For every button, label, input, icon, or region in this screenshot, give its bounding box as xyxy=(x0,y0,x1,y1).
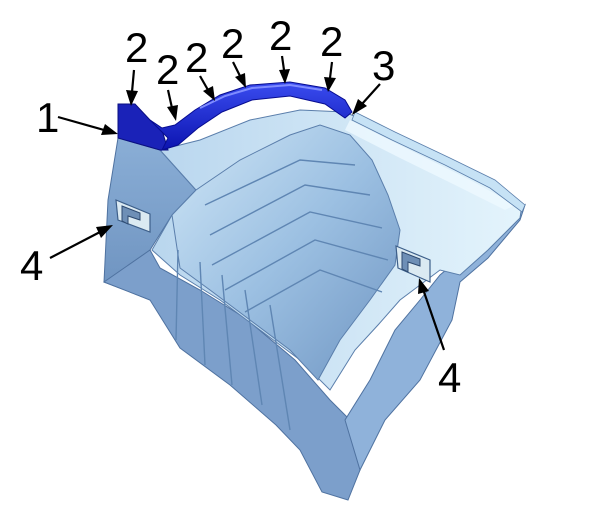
shield-highlight xyxy=(345,120,515,210)
callout-2-fifth: 2 xyxy=(269,12,292,59)
callout-4-right: 4 xyxy=(438,354,461,401)
arrowhead-2d xyxy=(235,73,246,88)
shield-tunnel xyxy=(171,124,401,381)
leader-lines xyxy=(49,55,446,351)
leader-4a xyxy=(49,231,101,259)
callout-2-third: 2 xyxy=(185,34,208,81)
arrowhead-2e xyxy=(279,69,290,84)
callout-2-first: 2 xyxy=(125,24,148,71)
callout-4-left: 4 xyxy=(20,242,43,289)
arrowhead-2f xyxy=(324,77,336,92)
part-2-seal-strip xyxy=(149,81,353,151)
leader-2e xyxy=(280,55,286,71)
part-1-end-tab xyxy=(117,103,169,151)
seal-strip-highlight xyxy=(199,83,323,109)
leader-4b xyxy=(422,291,446,351)
arrowhead-1 xyxy=(101,124,118,135)
arrowhead-2c xyxy=(203,86,215,101)
leader-3 xyxy=(361,83,381,105)
arrowhead-2a xyxy=(126,90,138,106)
leader-2c xyxy=(199,75,209,91)
part-4-clip-right xyxy=(395,245,431,283)
arrowhead-4a xyxy=(96,225,113,238)
leader-2b xyxy=(166,89,174,109)
callout-2-sixth: 2 xyxy=(320,18,343,65)
arrowhead-4b xyxy=(418,278,429,294)
part-4-clip-left xyxy=(115,199,151,233)
shield-rear-flange xyxy=(351,111,526,213)
callout-2-fourth: 2 xyxy=(221,20,244,67)
callout-1: 1 xyxy=(36,94,59,141)
heat-shield-part xyxy=(102,109,527,501)
arrowhead-2b xyxy=(167,105,178,121)
callout-3: 3 xyxy=(372,42,395,89)
callout-labels: 1 2 2 2 2 2 2 3 4 4 xyxy=(20,12,461,401)
leader-1 xyxy=(57,115,105,132)
arrowhead-3 xyxy=(352,99,367,115)
shield-ribs xyxy=(175,159,389,431)
callout-2-second: 2 xyxy=(156,46,179,93)
leader-2a xyxy=(130,69,136,93)
leader-2f xyxy=(328,61,334,79)
leader-2d xyxy=(232,61,241,77)
